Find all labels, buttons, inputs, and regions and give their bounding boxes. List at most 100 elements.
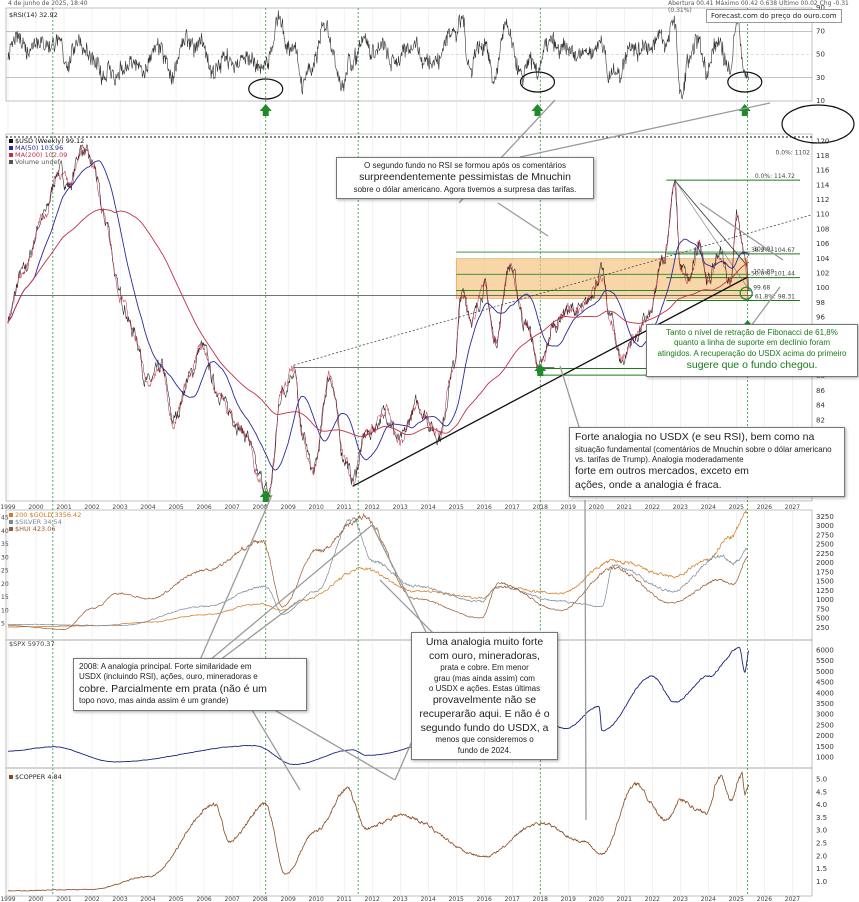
analogy-note: Forte analogia no USDX (e seu RSI), bem … [569,427,845,497]
usd-year-label: 2010 [309,504,324,511]
usd-year-label: 2003 [112,504,127,511]
copper-tick-label: 1.0 [816,878,827,886]
usd-legend-entry: $USD (Weekly) 99.12 [15,137,84,145]
usd-year-label: 2002 [84,504,99,511]
usd-year-label: 2015 [449,504,464,511]
mnuchin-note-line: surpreendentemente pessimistas de Mnuchi… [359,171,571,184]
copper-year-label: 2010 [309,896,324,902]
gold-left-tick: 10 [1,607,9,614]
gold-right-tick: 1000 [816,596,834,604]
usd-panel-frame [5,133,813,502]
copper-year-label: 2006 [196,896,211,902]
gold-panel-series-1 [8,517,748,627]
analogy-note-line: vs. tarifas de Trump). Analogia moderada… [575,455,744,465]
green-up-arrow [531,104,544,116]
callout-connector [371,524,431,641]
usd-tick-label: 84 [816,402,825,410]
usd-year-label: 2012 [365,504,380,511]
strong-note-line: o USDX e ações. Estas últimas [428,684,541,694]
copper-line [7,771,750,892]
analogy-note-line: forte em outros mercados, exceto em [575,465,749,478]
copper-tick-label: 4.0 [816,801,827,809]
copper-year-label: 2024 [701,896,716,902]
gold-right-tick: 2000 [816,559,834,567]
usd-tick-label: 98 [816,299,825,307]
usd-year-label: 2021 [617,504,632,511]
copper-year-label: 2014 [421,896,436,902]
copper-tick-label: 4.5 [816,788,827,796]
usd-legend-entry: MA(200) 102.09 [15,151,67,159]
legend-swatch [9,775,13,779]
usd-year-label: 2011 [337,504,352,511]
strong-note-line: fundo de 2024. [457,745,512,755]
copper-year-label: 2020 [589,896,604,902]
strong-analogy-note: Uma analogia muito forte com ouro, minera… [411,632,558,761]
copper-year-label: 2017 [505,896,520,902]
copper-tick-label: 5.0 [816,776,827,784]
copper-year-label: 2019 [561,896,576,902]
gold-left-tick: 15 [1,594,9,601]
y2008-note-line: 2008: A analogia principal. Forte simila… [79,662,252,671]
copper-tick-label: 3.5 [816,814,827,822]
copper-legend: $COPPER 4.84 [15,773,62,781]
mnuchin-note-line: O segundo fundo no RSI se formou após os… [364,161,566,170]
rsi-tick-label: 90 [816,4,825,12]
gold-left-tick: 30 [1,554,9,561]
copper-tick-label: 1.5 [816,865,827,873]
fibonacci-right-label: 0.0%: 1102 [776,150,811,157]
legend-swatch [9,527,13,531]
usd-year-label: 2001 [56,504,71,511]
callout-connector [584,499,587,821]
strong-note-line: Uma analogia muito forte [425,636,544,648]
copper-year-label: 2008 [252,896,267,902]
copper-year-label: 2021 [617,896,632,902]
spx-tick-label: 1500 [816,743,834,751]
gold-left-tick: 5 [1,621,5,628]
copper-year-label: 2000 [28,896,43,902]
copper-year-label: 2027 [785,896,800,902]
legend-swatch [9,146,13,150]
usd-tick-label: 102 [816,269,829,277]
usd-tick-label: 104 [816,255,830,263]
copper-year-label: 2005 [168,896,183,902]
strong-note-line: grau (mas ainda assim) com [434,673,535,683]
copper-year-label: 2002 [84,896,99,902]
y2008-note-line: USDX (incluindo RSI), ações, ouro, miner… [79,672,258,682]
usd-tick-label: 108 [816,225,829,233]
copper-panel-frame [5,767,813,897]
rsi-legend: $RSI(14) 32.92 [9,11,58,19]
spx-tick-label: 3000 [816,711,834,719]
usd-year-label: 2009 [281,504,296,511]
usd-year-label: 2027 [785,504,800,511]
copper-year-label: 2003 [112,896,127,902]
usd-legend-entry: Volume undef [15,158,61,166]
gold-panel-series-2 [7,512,748,630]
resistance-zone [455,258,748,299]
usd-year-label: 2013 [393,504,408,511]
fibonacci-label: 61.8%: 98.31 [755,294,795,301]
callout-connector [379,579,441,641]
copper-tick-label: 2.5 [816,839,827,847]
analogy-note-line: Forte analogia no USDX (e seu RSI), bem … [575,431,815,443]
copper-year-label: 2018 [533,896,548,902]
gold-left-tick: 35 [1,541,9,548]
callout-connector [747,286,781,331]
usd-price-candles [7,144,750,501]
gold-left-tick: 20 [1,581,9,588]
green-up-arrow [259,490,272,502]
legend-swatch [9,520,13,524]
usd-year-label: 2026 [757,504,772,511]
fibonacci-label: 38.2%: 104.67 [751,247,795,254]
usd-tick-label: 82 [816,416,825,424]
y2008-note-line: cobre. Parcialmente em prata (não é um [79,682,267,695]
mnuchin-note: O segundo fundo no RSI se formou após os… [336,157,594,200]
usd-year-label: 2004 [140,504,155,511]
gold-right-tick: 1500 [816,578,834,586]
fibonacci-note-line: Tanto o nível de retração de Fibonacci d… [666,328,838,337]
gold-panel-series-0 [7,509,748,628]
future-rsi-circle [781,104,855,144]
green-up-arrow [738,104,751,116]
gold-right-tick: 3250 [816,513,834,521]
rsi-line [7,10,750,100]
callout-connector [219,599,301,661]
